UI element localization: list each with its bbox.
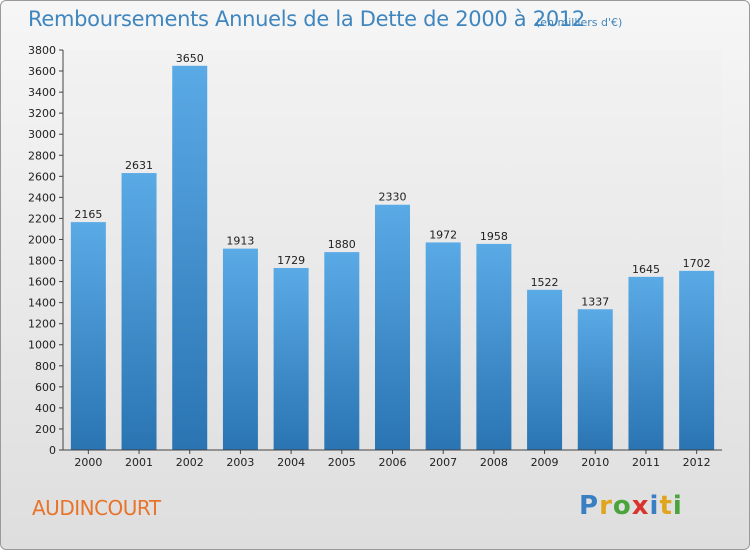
bar (222, 248, 258, 450)
bar-value-label: 2631 (125, 159, 153, 172)
logo-letter: t (659, 491, 673, 521)
x-tick-label: 2000 (74, 456, 102, 469)
logo-letter: i (672, 491, 683, 521)
x-tick-label: 2012 (683, 456, 711, 469)
y-tick-label: 400 (35, 402, 56, 415)
logo-letter: x (631, 491, 650, 521)
bar (70, 222, 106, 450)
y-tick-label: 3000 (28, 128, 56, 141)
bar-value-label: 2165 (74, 208, 102, 221)
bar-value-label: 1702 (683, 257, 711, 270)
commune-name: AUDINCOURT (32, 496, 161, 520)
bar-value-label: 1958 (480, 230, 508, 243)
x-tick-label: 2004 (277, 456, 305, 469)
y-tick-label: 200 (35, 423, 56, 436)
bar-chart: 0 200 400 600 800 1000 1200 1400 1600 1800 2000 220… (28, 44, 722, 469)
chart-subtitle: (en milliers d'€) (536, 16, 623, 29)
bar (172, 65, 208, 450)
y-tick-label: 1000 (28, 339, 56, 352)
y-tick-label: 0 (49, 444, 56, 457)
y-axis: 0 200 400 600 800 1000 1200 1400 1600 1800 2000 220… (28, 44, 64, 457)
bar (375, 204, 410, 450)
y-tick-label: 3600 (28, 65, 56, 78)
x-tick-label: 2009 (531, 456, 559, 469)
y-tick-label: 800 (35, 360, 56, 373)
x-tick-label: 2006 (379, 456, 407, 469)
bar-value-label: 1337 (581, 295, 609, 308)
logo-letter: i (649, 491, 660, 521)
x-tick-label: 2008 (480, 456, 508, 469)
bar-value-label: 1729 (277, 254, 305, 267)
y-tick-label: 3200 (28, 107, 56, 120)
bar-value-label: 2330 (379, 191, 407, 204)
bar (425, 242, 461, 450)
x-tick-label: 2005 (328, 456, 356, 469)
y-tick-label: 2800 (28, 149, 56, 162)
y-tick-label: 2200 (28, 212, 56, 225)
bar-value-label: 1913 (226, 235, 254, 248)
x-tick-label: 2001 (125, 456, 153, 469)
y-tick-label: 2600 (28, 170, 56, 183)
bars: 2165 2631 3650 1913 1729 1880 2330 1972 1958 1522… (70, 52, 715, 451)
bar-value-label: 3650 (176, 52, 204, 65)
bar (273, 268, 309, 450)
x-tick-label: 2007 (429, 456, 457, 469)
proxiti-logo: Proxiti (579, 491, 683, 521)
bar-value-label: 1645 (632, 263, 660, 276)
x-axis: 2000 2001 2002 2003 2004 2005 2006 2007 2008 2009… (63, 449, 722, 469)
y-tick-label: 3800 (28, 44, 56, 57)
y-tick-label: 1200 (28, 318, 56, 331)
x-tick-label: 2010 (581, 456, 609, 469)
bar-value-label: 1522 (531, 276, 559, 289)
bar (527, 289, 563, 450)
bar (628, 276, 664, 450)
x-tick-label: 2011 (632, 456, 660, 469)
y-tick-label: 2000 (28, 233, 56, 246)
bar (324, 252, 360, 450)
logo-letter: o (612, 491, 632, 521)
logo-letter: r (599, 491, 613, 521)
bar-value-label: 1972 (429, 228, 457, 241)
bar (679, 270, 715, 450)
x-tick-label: 2002 (176, 456, 204, 469)
chart-title: Remboursements Annuels de la Dette de 20… (28, 7, 585, 31)
bar (476, 243, 512, 450)
y-tick-label: 1800 (28, 255, 56, 268)
x-tick-label: 2003 (226, 456, 254, 469)
bar-value-label: 1880 (328, 238, 356, 251)
y-tick-label: 1600 (28, 276, 56, 289)
y-tick-label: 3400 (28, 86, 56, 99)
y-tick-label: 1400 (28, 297, 56, 310)
bar (121, 173, 157, 451)
logo-letter: P (579, 491, 600, 521)
y-tick-label: 600 (35, 381, 56, 394)
y-tick-label: 2400 (28, 191, 56, 204)
bar (577, 309, 613, 450)
